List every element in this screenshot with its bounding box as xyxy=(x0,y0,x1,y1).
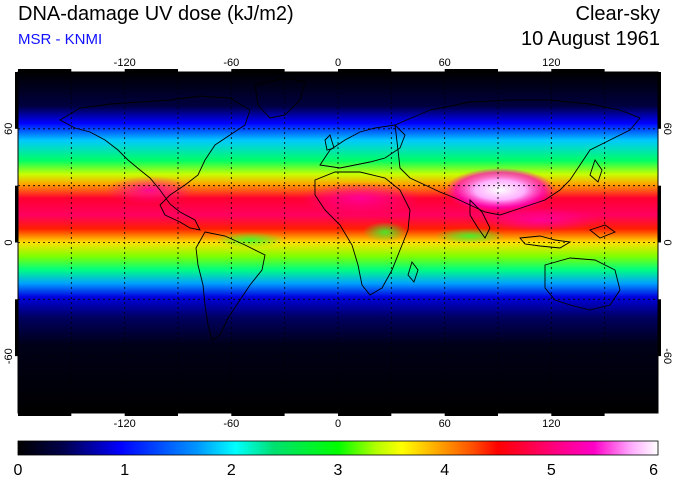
colorbar-label: 1 xyxy=(120,462,129,479)
lon-label: -60 xyxy=(223,57,239,69)
colorbar-label: 4 xyxy=(440,462,449,479)
lat-label: 60 xyxy=(3,123,15,135)
lon-label: -120 xyxy=(114,418,136,430)
colorbar-label: 2 xyxy=(227,462,236,479)
map-title: DNA-damage UV dose (kJ/m2) xyxy=(18,3,294,25)
lon-label: -60 xyxy=(223,418,239,430)
lon-label: 0 xyxy=(335,57,341,69)
date-label: 10 August 1961 xyxy=(520,28,660,50)
graticule xyxy=(18,72,658,413)
lon-label: 0 xyxy=(335,418,341,430)
lat-label: 0 xyxy=(661,239,673,245)
coastlines xyxy=(59,77,641,341)
colorbar-label: 3 xyxy=(334,462,343,479)
lon-label: -120 xyxy=(114,57,136,69)
source-label: MSR - KNMI xyxy=(18,31,103,48)
colorbar xyxy=(17,440,659,456)
lat-labels-right: 60 0 -60 xyxy=(661,123,673,364)
lon-label: 60 xyxy=(439,418,451,430)
colorbar-labels: 0 1 2 3 4 5 6 xyxy=(14,462,659,479)
lon-label: 120 xyxy=(542,418,560,430)
lon-labels-bottom: -120 -60 0 60 120 xyxy=(114,418,561,430)
lon-labels-top: -120 -60 0 60 120 xyxy=(114,57,561,69)
sky-condition-label: Clear-sky xyxy=(575,3,660,25)
lon-label: 120 xyxy=(542,57,560,69)
lon-label: 60 xyxy=(439,57,451,69)
lat-label: 0 xyxy=(3,239,15,245)
colorbar-label: 0 xyxy=(14,462,23,479)
colorbar-label: 6 xyxy=(649,462,658,479)
colorbar-label: 5 xyxy=(547,462,556,479)
lat-labels-left: 60 0 -60 xyxy=(3,123,15,364)
lat-label: -60 xyxy=(3,348,15,364)
lat-label: -60 xyxy=(661,348,673,364)
lat-label: 60 xyxy=(661,123,673,135)
frame-scale-bars xyxy=(15,69,661,416)
